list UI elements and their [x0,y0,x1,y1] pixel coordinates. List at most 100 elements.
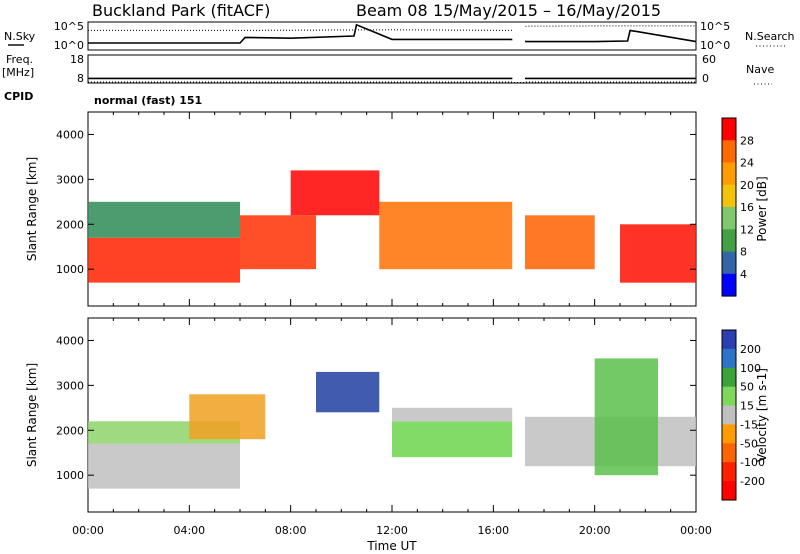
colorbar-segment [722,273,736,297]
colorbar-tick-label: -50 [740,437,758,450]
colorbar-segment [722,462,736,482]
colorbar-tick-label: -100 [740,456,765,469]
colorbar-segment [722,118,736,141]
colorbar-segment [722,348,736,369]
x-tick-label: 00:00 [72,524,104,537]
colorbar-segment [722,367,736,388]
y-tick-label: 1000 [56,469,84,482]
power-ylabel: Slant Range [km] [25,157,39,261]
nsky-label: N.Sky [4,30,36,43]
y-tick-label: 4000 [56,334,84,347]
colorbar-tick-label: 4 [740,268,747,281]
colorbar-tick-label: 200 [740,343,761,356]
title-dates: 15/May/2015 – 16/May/2015 [433,1,661,20]
x-tick-label: 16:00 [477,524,509,537]
colorbar-tick-label: 15 [740,400,754,413]
cpid-label: CPID [4,90,33,103]
freq-right-tick-top: 60 [702,53,716,66]
colorbar-segment [722,424,736,444]
colorbar-tick-label: -200 [740,475,765,488]
colorbar-segment [722,251,736,275]
y-tick-label: 2000 [56,424,84,437]
series-line-nsearch [88,25,696,31]
frequency-panel-series [88,56,696,83]
power-colorbar: 28 24 20 16 12 8 4 [721,117,754,297]
freq-right-tick-bottom: 0 [702,72,709,85]
colorbar-tick-label: 12 [740,223,754,236]
colorbar-tick-label: 16 [740,201,754,214]
velocity-panel-cells: 1000 2000 3000 4000 [56,318,697,512]
colorbar-segment [722,481,736,501]
colorbar-segment [722,162,736,186]
noise-left-tick-top: 10^5 [54,20,84,33]
velocity-colorbar: 200 100 50 15 -15 -50 -100 -200 [721,329,765,501]
colorbar-segment [722,184,736,208]
heat-band [379,201,513,270]
y-tick-label: 3000 [56,173,84,186]
colorbar-tick-label: 50 [740,381,754,394]
heat-band [316,371,380,413]
y-tick-label: 2000 [56,218,84,231]
heat-band [525,215,595,270]
colorbar-segment [722,140,736,164]
velocity-colorbar-label: Velocity [m s-1] [755,368,769,462]
colorbar-tick-label: 24 [740,157,754,170]
colorbar-tick-label: 28 [740,134,754,147]
y-tick-label: 3000 [56,379,84,392]
nave-label: Nave [746,63,774,76]
colorbar-frame [721,117,737,297]
heat-band [392,407,513,422]
colorbar-segment [722,405,736,425]
x-tick-label: 20:00 [579,524,611,537]
colorbar-tick-label: 20 [740,179,754,192]
noise-panel-series [88,23,697,49]
heat-band [240,215,316,270]
noise-right-tick-bottom: 10^0 [700,39,730,52]
colorbar-segment [722,443,736,463]
series-line-nsky [88,23,697,44]
colorbar-tick-label: 8 [740,246,747,259]
heat-band [594,358,658,476]
colorbar-segment [722,330,736,350]
freq-data-gap [512,56,525,82]
velocity-ylabel: Slant Range [km] [25,363,39,467]
noise-left-tick-bottom: 10^0 [54,39,84,52]
heat-data-gap [512,113,525,305]
x-axis-label: Time UT [366,539,417,553]
y-tick-label: 4000 [56,128,84,141]
colorbar-segment [722,207,736,230]
heat-band [88,201,240,238]
x-tick-label: 04:00 [173,524,205,537]
heat-band [88,443,240,489]
heat-band [88,237,240,283]
freq-left-tick-bottom: 8 [77,72,84,85]
y-tick-label: 1000 [56,263,84,276]
noise-panel-frame [87,21,697,51]
x-tick-label: 00:00 [680,524,712,537]
noise-data-gap [512,23,525,49]
x-tick-label: 08:00 [275,524,307,537]
title-beam: Beam 08 [356,1,428,20]
x-axis: 00:00 04:00 08:00 12:00 16:00 20:00 00:00 [72,524,712,537]
cpid-value: normal (fast) 151 [94,94,202,107]
heat-band [189,394,266,440]
x-tick-label: 12:00 [376,524,408,537]
freq-label-top: Freq. [6,53,33,66]
colorbar-segment [722,386,736,407]
nsearch-label: N.Search [745,30,795,43]
colorbar-frame [721,329,737,501]
noise-right-tick-top: 10^5 [700,20,730,33]
colorbar-tick-label: 100 [740,362,761,375]
freq-left-tick-top: 18 [70,53,84,66]
colorbar-tick-label: -15 [740,418,758,431]
title-station: Buckland Park (fitACF) [92,1,270,20]
heat-band [290,170,380,216]
heat-band [392,421,513,458]
colorbar-segment [722,229,736,253]
heat-band [620,224,696,283]
power-colorbar-label: Power [dB] [755,176,769,241]
power-panel-cells: 1000 2000 3000 4000 [56,112,697,306]
heat-data-gap [512,319,525,511]
freq-label-bottom: [MHz] [2,66,34,79]
